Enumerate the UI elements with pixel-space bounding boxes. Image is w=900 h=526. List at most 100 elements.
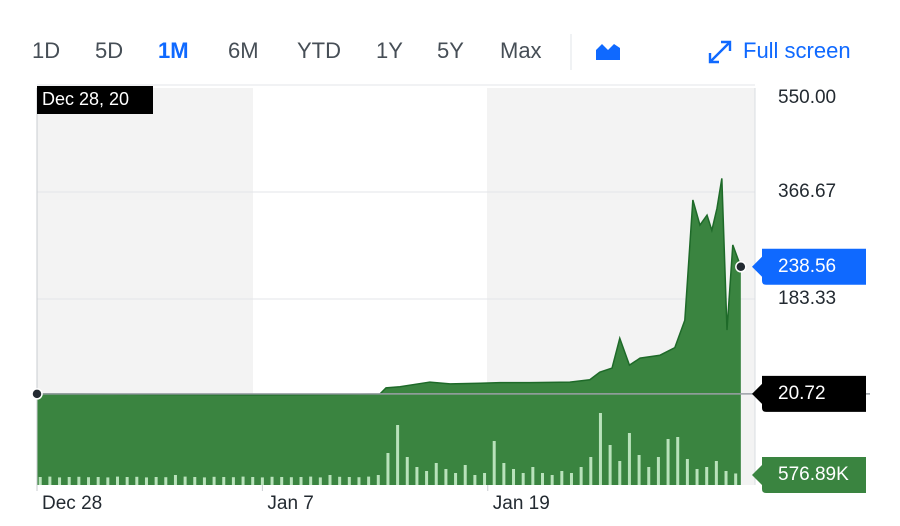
range-button[interactable]: 1M bbox=[158, 38, 189, 63]
volume-bar bbox=[676, 437, 680, 485]
volume-bar bbox=[318, 477, 322, 485]
range-button[interactable]: 1D bbox=[32, 38, 60, 63]
volume-label: 576.89K bbox=[778, 464, 849, 485]
volume-bar bbox=[589, 457, 593, 485]
volume-bar bbox=[328, 475, 332, 485]
volume-bar bbox=[338, 476, 342, 485]
last-price: 238.56 bbox=[778, 256, 836, 277]
volume-bar bbox=[521, 473, 525, 485]
volume-bar bbox=[579, 467, 583, 485]
volume-bar bbox=[309, 476, 313, 485]
volume-bar bbox=[512, 469, 516, 485]
volume-bar bbox=[173, 475, 177, 485]
volume-bar bbox=[724, 471, 728, 485]
volume-bar bbox=[77, 476, 81, 485]
volume-bar bbox=[260, 477, 264, 485]
volume-bar bbox=[386, 453, 390, 485]
last-dot bbox=[735, 261, 747, 273]
volume-bar bbox=[463, 465, 467, 485]
volume-bar bbox=[96, 477, 100, 485]
fullscreen-button[interactable]: Full screen bbox=[743, 38, 851, 63]
volume-bar bbox=[608, 445, 612, 485]
volume-bar bbox=[183, 476, 187, 485]
tooltip: Dec 28, 20 bbox=[42, 89, 129, 109]
toolbar: Full screen bbox=[570, 34, 851, 70]
volume-bar bbox=[396, 425, 400, 485]
volume-bar bbox=[685, 459, 689, 485]
volume-bar bbox=[241, 476, 245, 485]
volume-bar bbox=[270, 476, 274, 485]
volume-bar bbox=[569, 473, 573, 485]
volume-bar bbox=[502, 463, 506, 485]
volume-bar bbox=[231, 477, 235, 485]
volume-bar bbox=[560, 471, 564, 485]
plot bbox=[36, 84, 755, 485]
volume-bar bbox=[627, 433, 631, 485]
volume-bar bbox=[280, 477, 284, 485]
x-tick-label: Jan 19 bbox=[493, 493, 550, 514]
y-tick-label: 366.67 bbox=[778, 181, 836, 202]
volume-bar bbox=[695, 469, 699, 485]
volume-bar bbox=[125, 477, 129, 485]
start-dot bbox=[31, 388, 43, 400]
volume-bar bbox=[637, 455, 641, 485]
volume-bar bbox=[405, 457, 409, 485]
volume-bar bbox=[483, 473, 487, 485]
volume-bar bbox=[444, 469, 448, 485]
volume-bar bbox=[415, 467, 419, 485]
volume-bar bbox=[48, 476, 52, 485]
price-area bbox=[37, 178, 741, 485]
volume-bar bbox=[656, 457, 660, 485]
y-tick-label: 183.33 bbox=[778, 288, 836, 309]
range-button[interactable]: Max bbox=[500, 38, 542, 63]
volume-bar bbox=[376, 475, 380, 485]
volume-bar bbox=[434, 463, 438, 485]
volume-bar bbox=[705, 467, 709, 485]
previous-close: 20.72 bbox=[778, 383, 826, 404]
volume-bar bbox=[347, 477, 351, 485]
volume-bar bbox=[289, 477, 293, 485]
volume-bar bbox=[550, 475, 554, 485]
volume-bar bbox=[222, 477, 226, 485]
x-tick-label: Dec 28 bbox=[42, 493, 102, 514]
range-button[interactable]: 5D bbox=[95, 38, 123, 63]
volume-bar bbox=[106, 477, 110, 485]
volume-bar bbox=[67, 477, 71, 485]
tooltip-box bbox=[37, 86, 153, 114]
volume-bar bbox=[473, 475, 477, 485]
chart-type-icon[interactable] bbox=[596, 44, 620, 60]
range-button[interactable]: 6M bbox=[228, 38, 259, 63]
fullscreen-icon[interactable] bbox=[708, 40, 732, 64]
volume-bar bbox=[58, 477, 62, 485]
range-button[interactable]: 1Y bbox=[376, 38, 403, 63]
volume-bar bbox=[164, 477, 168, 485]
volume-bar bbox=[367, 476, 371, 485]
volume-bar bbox=[135, 476, 139, 485]
volume-bar bbox=[251, 477, 255, 485]
volume-bar bbox=[357, 477, 361, 485]
volume-bar bbox=[202, 477, 206, 485]
volume-bar bbox=[647, 467, 651, 485]
volume-bar bbox=[734, 473, 738, 485]
volume-bar bbox=[299, 477, 303, 485]
volume-bar bbox=[492, 441, 496, 485]
volume-bar bbox=[598, 413, 602, 485]
range-button[interactable]: YTD bbox=[297, 38, 341, 63]
previous-close-box bbox=[752, 375, 866, 412]
volume-bar bbox=[666, 439, 670, 485]
y-tick-label: 550.00 bbox=[778, 87, 836, 108]
volume-bar bbox=[154, 477, 158, 485]
volume-bar bbox=[193, 477, 197, 485]
volume-bar bbox=[212, 476, 216, 485]
volume-bar bbox=[38, 477, 42, 485]
volume-bar bbox=[540, 473, 544, 485]
x-tick-label: Jan 7 bbox=[267, 493, 313, 514]
range-button[interactable]: 5Y bbox=[437, 38, 464, 63]
volume-bar bbox=[425, 471, 429, 485]
volume-bar bbox=[714, 461, 718, 485]
last-price-box bbox=[752, 248, 866, 285]
volume-bar bbox=[454, 473, 458, 485]
volume-bar bbox=[144, 477, 148, 485]
